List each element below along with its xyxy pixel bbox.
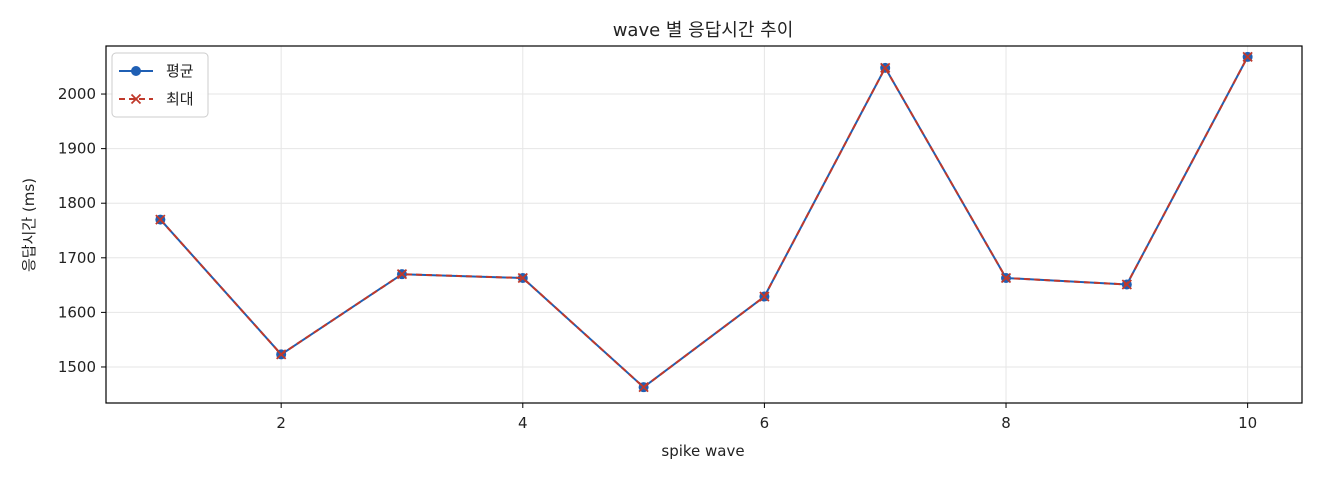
y-tick-label: 1500 [58,358,96,376]
x-axis-ticks: 2 4 6 8 10 [276,403,1257,432]
data-point-max [517,272,528,284]
legend-label-0: 평균 [166,62,194,80]
grid-lines [106,46,1302,403]
plot-area-frame [105,45,1303,404]
x-tick-label: 4 [518,414,528,432]
x-tick-label: 8 [1001,414,1011,432]
x-axis-title: spike wave [661,442,744,460]
y-tick-label: 1700 [58,249,96,267]
series-line-1 [159,56,1249,389]
y-tick-label: 2000 [58,85,96,103]
data-point-max [1242,51,1253,63]
y-tick-label: 1800 [58,194,96,212]
y-axis-title: 응답시간 (ms) [20,178,38,272]
data-point-max [880,62,891,73]
x-tick-label: 2 [276,414,286,432]
chart-title: wave 별 응답시간 추이 [613,20,794,41]
data-point-max [396,269,408,280]
y-tick-label: 1600 [58,303,96,321]
x-tick-label: 6 [760,414,770,432]
y-tick-label: 1900 [58,140,96,158]
data-point-max [638,382,649,393]
legend-label-1: 최대 [166,90,194,108]
legend-marker-circle [131,66,141,76]
x-tick-label: 10 [1238,414,1257,432]
data-point-max [1121,279,1132,290]
y-axis-ticks: 1500 1600 1700 1800 1900 2000 [58,85,106,376]
data-point-max [276,349,287,360]
legend-marker-x [130,93,142,105]
series-group [155,51,1253,393]
data-point-max [155,214,166,225]
series-line-0 [159,56,1249,389]
data-point-max [1000,272,1012,284]
data-point-max [759,291,770,302]
